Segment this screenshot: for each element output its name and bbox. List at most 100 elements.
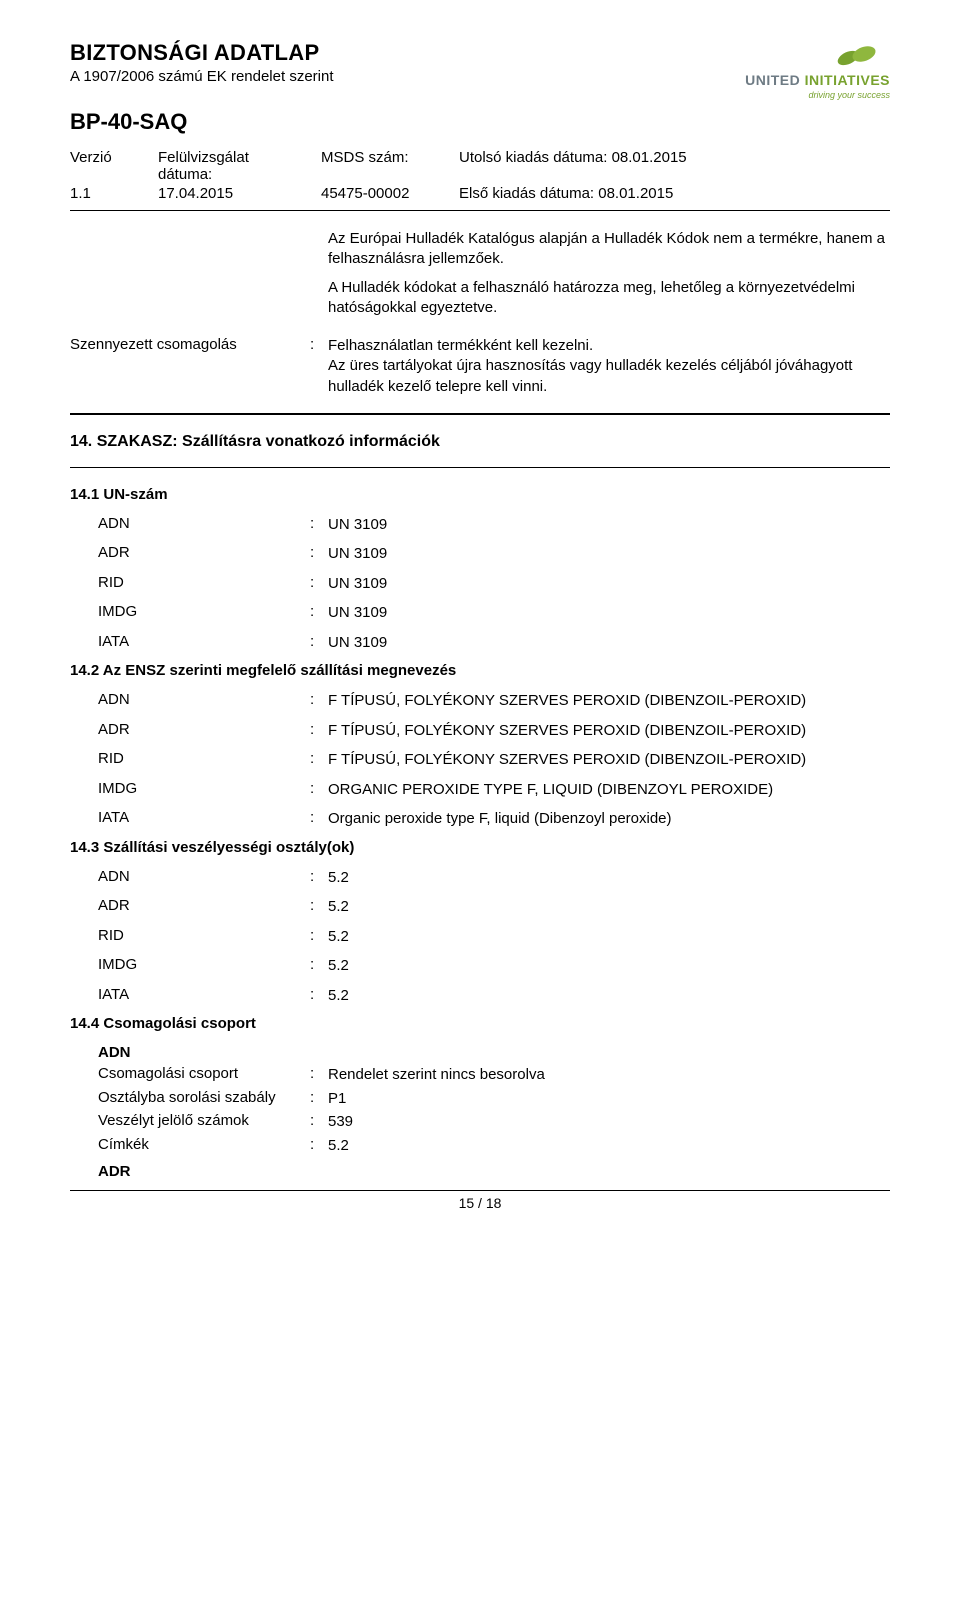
page-number: 15 / 18 xyxy=(70,1195,890,1211)
kv-row: ADN:F TÍPUSÚ, FOLYÉKONY SZERVES PEROXID … xyxy=(98,691,890,711)
sub-14-1: 14.1 UN-szám xyxy=(70,486,890,503)
section-divider-2 xyxy=(70,467,890,468)
kv-key: IATA xyxy=(98,633,310,653)
kv-row: Veszélyt jelölő számok:539 xyxy=(98,1112,890,1132)
divider xyxy=(70,210,890,211)
utolso-kiadas: Utolsó kiadás dátuma: 08.01.2015 xyxy=(459,149,890,183)
section-14-title: 14. SZAKASZ: Szállításra vonatkozó infor… xyxy=(70,433,890,451)
kv-key: IATA xyxy=(98,986,310,1006)
kv-value: UN 3109 xyxy=(328,633,890,653)
kv-key: ADR xyxy=(98,544,310,564)
szenny-p2: Az üres tartályokat újra hasznosítás vag… xyxy=(328,356,890,397)
colon-mark: : xyxy=(310,633,328,653)
kv-row: IATA:5.2 xyxy=(98,986,890,1006)
kv-row: IMDG:5.2 xyxy=(98,956,890,976)
colon-mark: : xyxy=(310,603,328,623)
packaging-group-grid: Csomagolási csoport:Rendelet szerint nin… xyxy=(70,1065,890,1155)
colon-mark: : xyxy=(310,897,328,917)
kv-key: IATA xyxy=(98,809,310,829)
kv-value: 539 xyxy=(328,1112,890,1132)
kv-value: 5.2 xyxy=(328,956,890,976)
shipping-name-grid: ADN:F TÍPUSÚ, FOLYÉKONY SZERVES PEROXID … xyxy=(70,691,890,829)
kv-row: IMDG:ORGANIC PEROXIDE TYPE F, LIQUID (DI… xyxy=(98,780,890,800)
kv-row: ADR:5.2 xyxy=(98,897,890,917)
meta-row-2: 1.1 17.04.2015 45475-00002 Első kiadás d… xyxy=(70,185,890,202)
kv-value: Organic peroxide type F, liquid (Dibenzo… xyxy=(328,809,890,829)
colon-mark: : xyxy=(310,780,328,800)
colon-mark: : xyxy=(310,574,328,594)
meta-row-1: Verzió Felülvizsgálat dátuma: MSDS szám:… xyxy=(70,149,890,183)
kv-value: 5.2 xyxy=(328,927,890,947)
kv-value: UN 3109 xyxy=(328,544,890,564)
kv-key: IMDG xyxy=(98,603,310,623)
kv-row: Osztályba sorolási szabály:P1 xyxy=(98,1089,890,1109)
colon-mark: : xyxy=(310,809,328,829)
kv-row: IMDG:UN 3109 xyxy=(98,603,890,623)
kv-key: RID xyxy=(98,574,310,594)
msds-val: 45475-00002 xyxy=(321,185,441,202)
msds-label: MSDS szám: xyxy=(321,149,441,183)
kv-row: Címkék:5.2 xyxy=(98,1136,890,1156)
leaves-icon xyxy=(832,40,880,68)
sub-14-3: 14.3 Szállítási veszélyességi osztály(ok… xyxy=(70,839,890,856)
company-logo: UNITED INITIATIVES driving your success xyxy=(745,40,890,100)
kv-value: 5.2 xyxy=(328,1136,890,1156)
kv-value: F TÍPUSÚ, FOLYÉKONY SZERVES PEROXID (DIB… xyxy=(328,721,890,741)
kv-row: Csomagolási csoport:Rendelet szerint nin… xyxy=(98,1065,890,1085)
kv-key: Címkék xyxy=(98,1136,310,1156)
kv-key: ADN xyxy=(98,868,310,888)
colon-mark: : xyxy=(310,691,328,711)
kv-value: F TÍPUSÚ, FOLYÉKONY SZERVES PEROXID (DIB… xyxy=(328,691,890,711)
logo-text: UNITED INITIATIVES xyxy=(745,72,890,88)
page-header: BIZTONSÁGI ADATLAP A 1907/2006 számú EK … xyxy=(70,40,890,135)
kv-key: RID xyxy=(98,927,310,947)
kv-row: RID:UN 3109 xyxy=(98,574,890,594)
kv-value: Rendelet szerint nincs besorolva xyxy=(328,1065,890,1085)
logo-tagline: driving your success xyxy=(745,90,890,100)
kv-value: UN 3109 xyxy=(328,574,890,594)
colon-mark: : xyxy=(310,1112,328,1132)
colon-mark: : xyxy=(310,927,328,947)
kv-row: RID:F TÍPUSÚ, FOLYÉKONY SZERVES PEROXID … xyxy=(98,750,890,770)
kv-row: RID:5.2 xyxy=(98,927,890,947)
colon-mark: : xyxy=(310,1065,328,1085)
colon-mark: : xyxy=(310,544,328,564)
kv-key: RID xyxy=(98,750,310,770)
colon-mark: : xyxy=(310,750,328,770)
kv-key: Csomagolási csoport xyxy=(98,1065,310,1085)
sub-14-2: 14.2 Az ENSZ szerinti megfelelő szállítá… xyxy=(70,662,890,679)
kv-key: ADR xyxy=(98,897,310,917)
szenny-block: Szennyezett csomagolás : Felhasználatlan… xyxy=(70,336,890,397)
un-number-grid: ADN:UN 3109ADR:UN 3109RID:UN 3109IMDG:UN… xyxy=(70,515,890,653)
kv-value: 5.2 xyxy=(328,986,890,1006)
colon-mark: : xyxy=(310,336,328,397)
kv-row: ADN:5.2 xyxy=(98,868,890,888)
kv-value: P1 xyxy=(328,1089,890,1109)
intro-block: Az Európai Hulladék Katalógus alapján a … xyxy=(70,229,890,318)
colon-mark: : xyxy=(310,721,328,741)
colon-mark: : xyxy=(310,1136,328,1156)
feluviz-label: Felülvizsgálat dátuma: xyxy=(158,149,303,183)
sub-14-4: 14.4 Csomagolási csoport xyxy=(70,1015,890,1032)
kv-key: ADR xyxy=(98,721,310,741)
kv-key: Osztályba sorolási szabály xyxy=(98,1089,310,1109)
colon-mark: : xyxy=(310,986,328,1006)
verzio-val: 1.1 xyxy=(70,185,140,202)
kv-row: ADN:UN 3109 xyxy=(98,515,890,535)
adn-subheading: ADN xyxy=(70,1044,890,1061)
logo-word-1: UNITED xyxy=(745,72,800,88)
adr-subheading: ADR xyxy=(70,1163,890,1180)
intro-p1: Az Európai Hulladék Katalógus alapján a … xyxy=(328,229,890,270)
kv-value: 5.2 xyxy=(328,897,890,917)
szenny-p1: Felhasználatlan termékként kell kezelni. xyxy=(328,336,890,356)
verzio-label: Verzió xyxy=(70,149,140,183)
colon-mark: : xyxy=(310,956,328,976)
colon-mark: : xyxy=(310,868,328,888)
kv-value: 5.2 xyxy=(328,868,890,888)
kv-row: IATA:Organic peroxide type F, liquid (Di… xyxy=(98,809,890,829)
kv-key: ADN xyxy=(98,691,310,711)
kv-row: ADR:F TÍPUSÚ, FOLYÉKONY SZERVES PEROXID … xyxy=(98,721,890,741)
kv-key: IMDG xyxy=(98,956,310,976)
kv-value: F TÍPUSÚ, FOLYÉKONY SZERVES PEROXID (DIB… xyxy=(328,750,890,770)
intro-p2: A Hulladék kódokat a felhasználó határoz… xyxy=(328,278,890,319)
